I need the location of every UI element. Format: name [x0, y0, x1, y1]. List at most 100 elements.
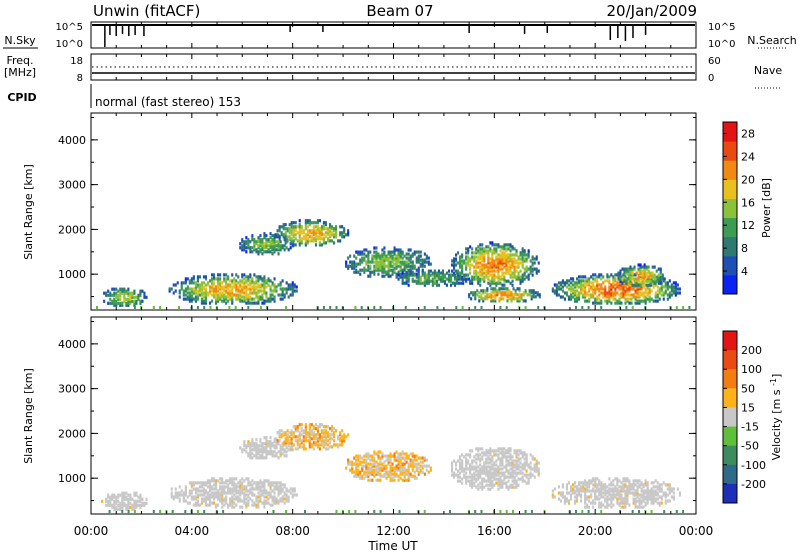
velocity-echo-cell	[529, 465, 532, 469]
velocity-echo-cell	[115, 497, 118, 501]
velocity-echo-cell	[493, 477, 496, 481]
power-echo-cell	[645, 267, 648, 271]
velocity-echo-cell	[459, 455, 462, 459]
velocity-echo-cell	[324, 431, 327, 435]
power-echo-cell	[506, 293, 509, 297]
velocity-echo-cell	[620, 481, 623, 485]
velocity-echo-cell	[407, 470, 410, 474]
velocity-echo-cell	[527, 473, 530, 477]
power-echo-cell	[341, 231, 344, 235]
velocity-echo-cell	[213, 493, 216, 497]
power-echo-cell	[351, 264, 354, 268]
velocity-echo-cell	[227, 489, 230, 493]
power-echo-cell	[429, 262, 432, 266]
power-echo-cell	[304, 233, 307, 237]
velocity-echo-cell	[215, 495, 218, 499]
power-echo-cell	[555, 291, 558, 295]
velocity-echo-cell	[574, 501, 577, 505]
power-echo-cell	[213, 295, 216, 299]
power-echo-cell	[633, 279, 636, 283]
power-echo-cell	[641, 277, 644, 281]
velocity-echo-cell	[517, 449, 520, 453]
power-echo-cell	[423, 273, 426, 277]
velocity-echo-cell	[485, 449, 488, 453]
power-echo-cell	[405, 277, 408, 281]
velocity-echo-cell	[497, 477, 500, 481]
power-echo-cell	[598, 289, 601, 293]
power-echo-cell	[490, 287, 493, 291]
velocity-echo-cell	[231, 503, 234, 507]
velocity-echo-cell	[327, 435, 330, 439]
velocity-echo-cell	[123, 503, 126, 507]
velocity-echo-cell	[261, 501, 264, 505]
velocity-echo-cell	[123, 495, 126, 499]
velocity-echo-cell	[666, 493, 669, 497]
power-echo-cell	[365, 262, 368, 266]
velocity-echo-cell	[369, 478, 372, 482]
velocity-echo-cell	[401, 466, 404, 470]
velocity-echo-cell	[626, 501, 629, 505]
velocity-echo-cell	[298, 443, 301, 447]
velocity-echo-cell	[345, 466, 348, 470]
velocity-echo-cell	[469, 469, 472, 473]
velocity-echo-cell	[489, 459, 492, 463]
velocity-echo-cell	[485, 457, 488, 461]
velocity-echo-cell	[598, 493, 601, 497]
power-echo-cell	[475, 247, 478, 251]
velocity-echo-cell	[341, 443, 344, 447]
power-echo-cell	[391, 258, 394, 262]
power-echo-cell	[661, 273, 664, 277]
velocity-echo-cell	[642, 489, 645, 493]
power-echo-cell	[654, 293, 657, 297]
velocity-echo-cell	[367, 452, 370, 456]
power-echo-cell	[211, 299, 214, 303]
velocity-echo-cell	[184, 485, 187, 489]
power-echo-cell	[473, 255, 476, 259]
power-echo-cell	[501, 257, 504, 261]
power-echo-cell	[512, 297, 515, 301]
power-echo-cell	[247, 246, 250, 250]
velocity-echo-cell	[207, 491, 210, 495]
power-echo-cell	[578, 297, 581, 301]
power-echo-cell	[505, 263, 508, 267]
velocity-echo-cell	[610, 501, 613, 505]
velocity-echo-cell	[600, 501, 603, 505]
power-echo-cell	[413, 266, 416, 270]
power-echo-cell	[506, 289, 509, 293]
power-echo-cell	[233, 281, 236, 285]
power-echo-cell	[227, 283, 230, 287]
velocity-echo-cell	[614, 489, 617, 493]
power-echo-cell	[375, 254, 378, 258]
power-echo-cell	[304, 243, 307, 247]
velocity-echo-cell	[477, 477, 480, 481]
velocity-echo-cell	[479, 475, 482, 479]
power-echo-cell	[467, 247, 470, 251]
power-echo-cell	[654, 299, 657, 303]
velocity-echo-cell	[481, 455, 484, 459]
power-echo-cell	[405, 256, 408, 260]
power-echo-cell	[628, 301, 631, 305]
velocity-echo-cell	[570, 489, 573, 493]
velocity-echo-cell	[200, 499, 203, 503]
power-echo-cell	[453, 263, 456, 267]
ground-scatter-cell	[398, 510, 401, 513]
velocity-echo-cell	[630, 487, 633, 491]
power-echo-cell	[324, 223, 327, 227]
velocity-echo-cell	[505, 485, 508, 489]
velocity-echo-cell	[383, 454, 386, 458]
velocity-echo-cell	[495, 477, 498, 481]
velocity-echo-cell	[365, 470, 368, 474]
power-echo-cell	[511, 253, 514, 257]
power-echo-cell	[413, 250, 416, 254]
power-echo-cell	[188, 293, 191, 297]
power-echo-cell	[241, 275, 244, 279]
power-echo-cell	[172, 283, 175, 287]
power-echo-cell	[505, 249, 508, 253]
power-echo-cell	[425, 256, 428, 260]
power-echo-cell	[600, 277, 603, 281]
velocity-echo-cell	[523, 467, 526, 471]
power-echo-cell	[172, 291, 175, 295]
power-echo-cell	[507, 269, 510, 273]
velocity-echo-cell	[327, 447, 330, 451]
power-echo-cell	[289, 285, 292, 289]
